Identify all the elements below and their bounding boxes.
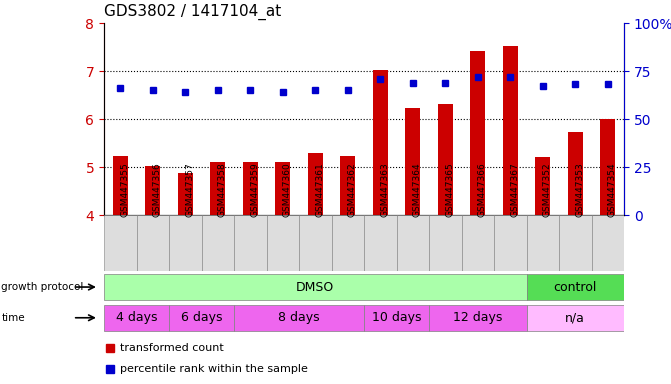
Text: GSM447367: GSM447367 [510,162,519,217]
Bar [535,157,550,215]
Text: GSM447353: GSM447353 [575,162,584,217]
Text: percentile rank within the sample: percentile rank within the sample [119,364,307,374]
Text: GSM447357: GSM447357 [185,162,195,217]
Text: 4 days: 4 days [116,311,157,324]
Bar [397,215,429,271]
Text: GDS3802 / 1417104_at: GDS3802 / 1417104_at [104,4,281,20]
Text: GSM447359: GSM447359 [250,162,259,217]
Bar [308,153,323,215]
Bar [364,305,429,331]
Text: GSM447358: GSM447358 [218,162,227,217]
Bar [113,157,127,215]
Bar [276,162,290,215]
Text: GSM447360: GSM447360 [282,162,292,217]
Bar [527,305,624,331]
Bar [178,173,193,215]
Bar [266,215,299,271]
Bar [527,215,559,271]
Text: GSM447354: GSM447354 [608,162,617,217]
Text: GSM447355: GSM447355 [120,162,130,217]
Text: 10 days: 10 days [372,311,421,324]
Bar [146,166,160,215]
Bar [340,157,355,215]
Bar [234,215,266,271]
Bar [438,104,452,215]
Bar [494,215,527,271]
Bar [299,215,331,271]
Bar [169,215,201,271]
Bar [429,215,462,271]
Bar [601,119,615,215]
Text: GSM447362: GSM447362 [348,162,357,217]
Bar [405,109,420,215]
Text: GSM447366: GSM447366 [478,162,486,217]
Text: time: time [1,313,25,323]
Bar [136,215,169,271]
Bar [470,51,485,215]
Text: GSM447361: GSM447361 [315,162,324,217]
Bar [503,46,517,215]
Bar [364,215,397,271]
Bar [243,162,258,215]
Text: n/a: n/a [566,311,585,324]
Bar [104,274,527,300]
Bar [373,70,388,215]
Text: GSM447363: GSM447363 [380,162,389,217]
Text: GSM447352: GSM447352 [543,162,552,217]
Bar [527,274,624,300]
Text: 12 days: 12 days [453,311,503,324]
Text: control: control [554,281,597,293]
Bar [104,305,169,331]
Bar [169,305,234,331]
Text: 6 days: 6 days [180,311,222,324]
Bar [462,215,494,271]
Bar [592,215,624,271]
Bar [568,132,582,215]
Text: DMSO: DMSO [296,281,334,293]
Text: 8 days: 8 days [278,311,320,324]
Bar [234,305,364,331]
Text: transformed count: transformed count [119,343,223,353]
Text: GSM447364: GSM447364 [413,162,422,217]
Text: growth protocol: growth protocol [1,282,84,292]
Bar [331,215,364,271]
Bar [559,215,592,271]
Bar [104,215,136,271]
Text: GSM447356: GSM447356 [153,162,162,217]
Bar [201,215,234,271]
Bar [429,305,527,331]
Bar [211,162,225,215]
Text: GSM447365: GSM447365 [446,162,454,217]
